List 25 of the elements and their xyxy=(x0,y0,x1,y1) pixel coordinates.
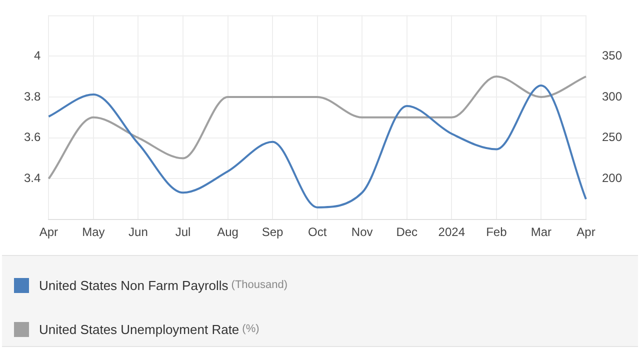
line-series xyxy=(48,84,587,208)
x-tick-label: Jun xyxy=(128,225,148,240)
x-tick-label: Oct xyxy=(308,225,328,240)
y-tick-label: 3.6 xyxy=(24,130,41,144)
x-tick-label: Apr xyxy=(39,225,58,240)
legend-label: United States Unemployment Rate (%) xyxy=(39,322,260,336)
y-tick-label: 4 xyxy=(34,48,41,62)
line-series xyxy=(48,76,587,180)
y2-tick-label: 350 xyxy=(602,48,622,62)
x-tick-label: Sep xyxy=(262,225,284,240)
x-tick-label: Jul xyxy=(175,225,191,240)
x-tick-label: 2024 xyxy=(438,225,466,240)
x-tick-label: Dec xyxy=(396,225,418,240)
y2-tick-label: 200 xyxy=(602,171,622,186)
x-tick-label: Aug xyxy=(217,225,238,240)
x-tick-label: Apr xyxy=(576,225,596,240)
y-tick-label: 3.8 xyxy=(24,89,41,104)
x-tick-label: Nov xyxy=(351,225,373,240)
x-tick-label: Feb xyxy=(486,225,508,240)
legend-label: United States Non Farm Payrolls (Thousand) xyxy=(39,278,288,292)
y-tick-label: 3.4 xyxy=(24,171,41,186)
x-tick-label: May xyxy=(82,225,105,240)
y2-tick-label: 300 xyxy=(602,89,622,104)
x-tick-label: Mar xyxy=(530,225,552,240)
y2-tick-label: 250 xyxy=(602,130,622,144)
